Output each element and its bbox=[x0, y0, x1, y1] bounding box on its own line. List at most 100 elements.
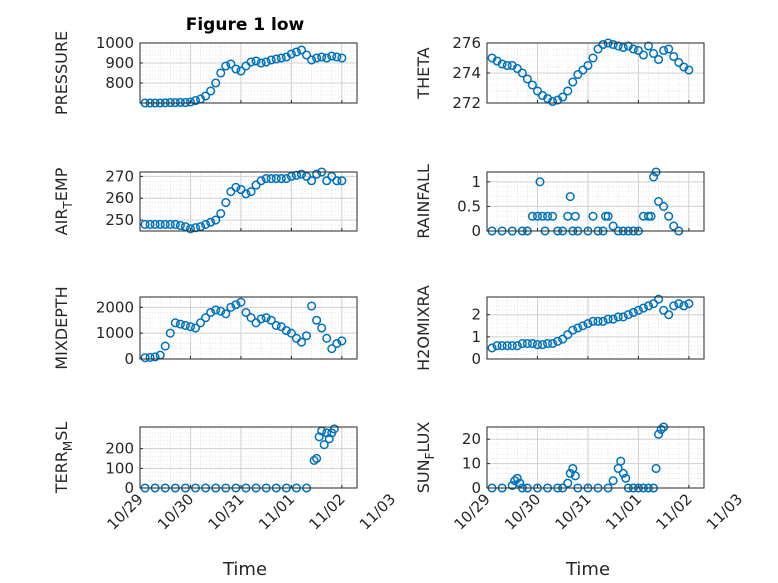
data-point bbox=[548, 338, 558, 349]
data-point bbox=[185, 322, 196, 332]
data-point bbox=[327, 51, 337, 61]
data-point bbox=[170, 219, 180, 229]
data-point bbox=[565, 192, 575, 202]
data-point bbox=[648, 299, 659, 309]
data-point bbox=[332, 52, 342, 62]
data-point bbox=[281, 326, 291, 336]
data-point bbox=[502, 60, 512, 71]
data-point bbox=[573, 323, 583, 333]
data-point bbox=[532, 86, 543, 96]
axes-frame bbox=[486, 171, 705, 232]
data-point bbox=[537, 211, 548, 221]
data-point bbox=[319, 440, 329, 450]
y-tick-label: 2 bbox=[471, 306, 481, 324]
data-point bbox=[261, 174, 271, 184]
data-point bbox=[261, 57, 271, 67]
axes-frame bbox=[486, 426, 705, 489]
y-axis-label: TERRMSL bbox=[52, 422, 75, 495]
data-point bbox=[322, 53, 332, 63]
data-point bbox=[512, 341, 522, 351]
data-point bbox=[583, 319, 593, 329]
data-point bbox=[236, 297, 246, 307]
data-point bbox=[206, 307, 216, 318]
x-tick-label: 11/01 bbox=[255, 490, 298, 533]
data-point bbox=[548, 96, 558, 107]
data-point bbox=[532, 340, 543, 350]
data-point bbox=[684, 299, 694, 309]
data-point bbox=[558, 92, 568, 102]
data-point bbox=[206, 217, 216, 227]
data-point bbox=[332, 176, 342, 186]
data-point bbox=[329, 424, 339, 434]
data-point bbox=[623, 310, 633, 320]
data-point bbox=[317, 52, 327, 62]
data-point bbox=[196, 318, 206, 328]
data-point bbox=[196, 222, 206, 232]
data-point bbox=[664, 310, 674, 320]
data-point bbox=[512, 63, 522, 74]
data-point bbox=[543, 338, 553, 349]
data-point bbox=[654, 429, 664, 439]
x-tick-label: 10/31 bbox=[551, 490, 594, 533]
data-point bbox=[201, 91, 211, 101]
y-tick-label: 260 bbox=[105, 189, 134, 207]
data-point bbox=[684, 65, 694, 75]
data-point bbox=[236, 66, 246, 76]
x-tick-label: 11/02 bbox=[305, 490, 348, 533]
data-point bbox=[659, 305, 669, 315]
data-point bbox=[656, 424, 666, 434]
data-point bbox=[307, 301, 317, 311]
data-point bbox=[226, 59, 236, 69]
data-point bbox=[628, 44, 638, 54]
y-tick-label: 0 bbox=[471, 222, 481, 240]
data-point bbox=[565, 468, 575, 478]
data-point bbox=[643, 211, 654, 221]
data-point bbox=[669, 51, 679, 62]
data-point bbox=[588, 211, 598, 221]
data-point bbox=[522, 74, 532, 84]
data-point bbox=[185, 224, 196, 234]
y-axis-label: RAINFALL bbox=[414, 164, 433, 239]
data-point bbox=[256, 58, 266, 68]
data-point bbox=[140, 219, 150, 229]
data-point bbox=[165, 328, 175, 338]
data-point bbox=[266, 174, 276, 184]
data-point bbox=[175, 319, 185, 329]
data-point bbox=[593, 316, 603, 326]
data-point bbox=[573, 69, 583, 80]
data-point bbox=[140, 353, 150, 363]
data-point bbox=[190, 96, 201, 106]
data-point bbox=[307, 55, 317, 65]
data-point bbox=[296, 169, 307, 179]
data-point bbox=[180, 222, 190, 232]
data-point bbox=[271, 54, 281, 64]
data-point bbox=[145, 352, 155, 363]
data-point bbox=[266, 55, 276, 65]
data-point bbox=[638, 50, 648, 60]
data-point bbox=[221, 309, 231, 319]
y-tick-label: 270 bbox=[105, 167, 134, 185]
data-point bbox=[583, 60, 593, 71]
y-tick-label: 272 bbox=[452, 94, 481, 112]
data-point bbox=[301, 331, 312, 341]
data-point bbox=[578, 321, 588, 331]
data-point bbox=[588, 316, 598, 326]
data-point bbox=[312, 169, 322, 179]
data-point bbox=[532, 211, 543, 221]
data-point bbox=[271, 174, 281, 184]
data-point bbox=[261, 313, 271, 323]
y-tick-label: 0 bbox=[124, 350, 134, 368]
data-point bbox=[628, 307, 638, 318]
data-point bbox=[307, 176, 317, 186]
axes-frame bbox=[486, 296, 705, 360]
figure-title: Figure 1 low bbox=[186, 15, 305, 35]
y-tick-label: 1 bbox=[471, 173, 481, 191]
data-point bbox=[563, 86, 573, 96]
plot-area bbox=[140, 43, 357, 103]
data-point bbox=[654, 196, 664, 207]
data-point bbox=[271, 320, 281, 330]
x-tick-label: 10/31 bbox=[204, 490, 247, 533]
